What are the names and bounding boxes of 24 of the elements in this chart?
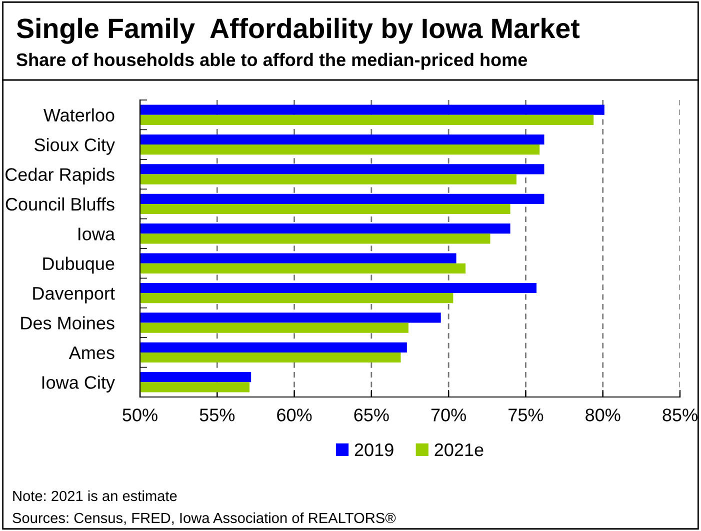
y-tick-label: Davenport	[33, 287, 115, 304]
y-tick-label: Iowa	[78, 228, 115, 240]
legend-label: 2019	[354, 443, 394, 456]
text: Note: 2021 is an estimate	[13, 490, 177, 502]
x-tick-label: 65%	[354, 408, 389, 422]
y-tick-label: Dubuque	[43, 256, 114, 274]
x-tick-label: 55%	[200, 408, 235, 422]
y-tick-label: Iowa City	[42, 376, 115, 392]
y-tick-label: Waterloo	[44, 108, 114, 122]
y-tick-label: Sioux City	[34, 138, 115, 155]
x-tick-label: 80%	[586, 408, 620, 422]
x-tick-label: 60%	[277, 408, 312, 422]
y-tick-label: Council Bluffs	[6, 197, 114, 211]
chart-subtitle: Share of households able to afford the median-priced home	[16, 52, 528, 70]
x-tick-label: 70%	[431, 408, 466, 422]
y-tick-label: Ames	[68, 346, 114, 360]
x-tick-label: 75%	[508, 408, 544, 422]
source-note: Sources: Census, FRED, Iowa Association of REALTORS®	[12, 512, 396, 525]
chart-title: Single Family Affordability by Iowa Market	[16, 18, 580, 44]
legend-label: 2021e	[434, 443, 484, 456]
y-tick-label: Des Moines	[21, 316, 114, 330]
y-tick-label: Cedar Rapids	[6, 168, 114, 185]
x-tick-label: 85%	[662, 408, 698, 422]
x-tick-label: 50%	[122, 408, 158, 422]
